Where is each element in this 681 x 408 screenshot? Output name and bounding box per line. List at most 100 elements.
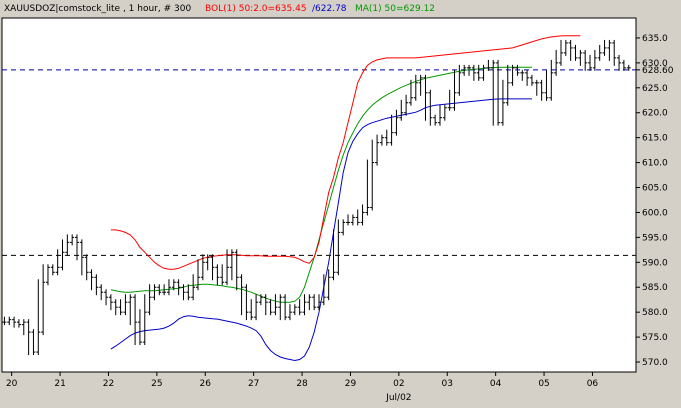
price-bar: [525, 69, 530, 86]
x-tick-label: 06: [587, 379, 599, 389]
price-bar: [457, 64, 462, 96]
x-tick-label: 22: [103, 379, 114, 389]
price-bar: [491, 59, 496, 126]
price-bar: [26, 319, 31, 356]
price-bar: [118, 299, 123, 316]
price-bar: [108, 294, 113, 311]
price-bar: [442, 104, 447, 121]
price-bar: [418, 74, 423, 96]
price-bar: [433, 114, 438, 126]
price-bar: [297, 299, 302, 316]
price-bar: [239, 274, 244, 316]
x-tick-label: 02: [393, 379, 404, 389]
y-tick-label: 610.0: [642, 159, 668, 169]
price-bar: [515, 64, 520, 76]
price-bar: [244, 284, 249, 321]
price-bar: [45, 264, 50, 286]
upper-band-series: [110, 35, 581, 270]
x-tick-label: 27: [248, 379, 259, 389]
price-bar: [205, 254, 210, 271]
price-bar: [602, 39, 607, 56]
y-tick-label: 580.0: [642, 308, 668, 318]
y-tick-label: 625.0: [642, 84, 668, 94]
price-bar: [50, 264, 55, 276]
price-bar: [31, 329, 36, 356]
price-bar: [452, 69, 457, 111]
price-bar: [500, 79, 505, 126]
price-bar: [41, 264, 46, 336]
price-bar: [558, 39, 563, 66]
price-bar: [408, 79, 413, 106]
price-bar: [476, 64, 481, 81]
price-bar: [520, 69, 525, 81]
y-tick-label: 570.0: [642, 358, 668, 368]
x-tick-label: 26: [200, 379, 212, 389]
price-bar: [331, 229, 336, 281]
price-bar: [215, 264, 220, 286]
price-bar: [273, 294, 278, 316]
price-bar: [166, 279, 171, 296]
price-bar: [399, 99, 404, 121]
price-bar: [176, 279, 181, 296]
price-bar: [210, 254, 215, 281]
price-bar: [36, 279, 41, 356]
price-bar: [307, 294, 312, 311]
price-bar: [394, 109, 399, 136]
price-bar: [592, 49, 597, 71]
price-bar: [70, 234, 75, 246]
y-tick-label: 590.0: [642, 258, 668, 268]
y-tick-label: 615.0: [642, 134, 668, 144]
price-bar: [104, 289, 109, 306]
price-bar: [350, 214, 355, 226]
price-bar: [583, 49, 588, 71]
price-bar: [607, 39, 612, 61]
price-bar: [128, 294, 133, 326]
y-tick-label: 575.0: [642, 333, 668, 343]
upper-band-line: [110, 35, 581, 270]
price-bar: [196, 259, 201, 291]
price-bar: [486, 59, 491, 71]
price-bar: [191, 274, 196, 301]
price-bar: [462, 64, 467, 76]
x-tick-label: 05: [538, 379, 549, 389]
x-tick-label: 04: [490, 379, 502, 389]
price-bar: [2, 316, 7, 326]
price-bar: [370, 139, 375, 211]
price-bar: [7, 316, 12, 326]
price-bar: [113, 299, 118, 316]
reference-lines: [2, 69, 636, 256]
price-bar: [186, 284, 191, 301]
price-bar: [94, 274, 99, 296]
price-bar: [481, 64, 486, 81]
price-bar: [423, 74, 428, 121]
price-bar: [249, 299, 254, 321]
price-bar: [287, 304, 292, 321]
price-bar: [341, 219, 346, 236]
y-tick-label: 630.0: [642, 59, 668, 69]
price-bar: [505, 64, 510, 106]
x-tick-label: 21: [54, 379, 65, 389]
price-bar: [142, 294, 147, 346]
y-tick-label: 620.0: [642, 109, 668, 119]
y-tick-label: 635.0: [642, 34, 668, 44]
price-bar: [568, 39, 573, 61]
x-axis: 20 21 22 25 26 27 28 29 02 03 04 05 06 Jul/02: [6, 372, 598, 403]
plot-area: [1, 17, 637, 373]
price-bar: [229, 249, 234, 281]
price-bar: [12, 316, 17, 328]
price-bar: [152, 284, 157, 301]
price-bar: [355, 209, 360, 226]
price-bar: [99, 284, 104, 301]
symbol-label: XAUUSDOZ|comstock_lite , 1 hour, # 300: [4, 4, 191, 14]
y-tick-label: 628.60: [642, 66, 674, 76]
price-bar: [428, 89, 433, 126]
price-bar: [612, 39, 617, 66]
price-bar: [447, 89, 452, 111]
price-bar: [573, 44, 578, 61]
price-bar: [171, 279, 176, 291]
price-bar: [544, 69, 549, 101]
price-bar: [55, 249, 60, 276]
price-bar: [254, 294, 259, 321]
price-series: [2, 39, 631, 356]
